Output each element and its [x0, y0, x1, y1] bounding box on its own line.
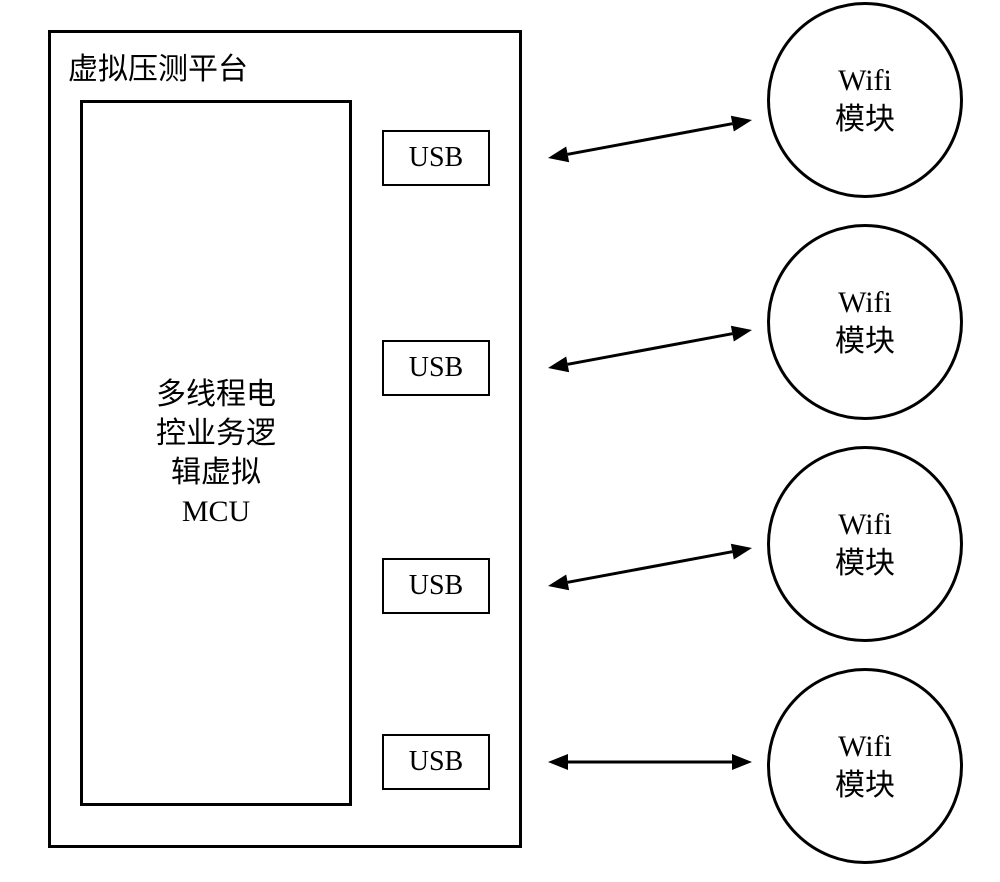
- wifi-label: Wifi 模块: [835, 61, 895, 139]
- usb-port-4: USB: [382, 734, 490, 790]
- wifi-module-3: Wifi 模块: [767, 446, 963, 642]
- usb-label: USB: [409, 140, 463, 176]
- usb-label: USB: [409, 350, 463, 386]
- platform-title: 虚拟压测平台: [68, 44, 248, 88]
- usb-port-1: USB: [382, 130, 490, 186]
- wifi-module-4: Wifi 模块: [767, 668, 963, 864]
- diagram-stage: 虚拟压测平台 多线程电 控业务逻 辑虚拟 MCU USB USB USB USB…: [0, 0, 1000, 882]
- wifi-module-1: Wifi 模块: [767, 2, 963, 198]
- usb-label: USB: [409, 744, 463, 780]
- mcu-label: 多线程电 控业务逻 辑虚拟 MCU: [156, 375, 276, 531]
- wifi-module-2: Wifi 模块: [767, 224, 963, 420]
- usb-port-3: USB: [382, 558, 490, 614]
- usb-port-2: USB: [382, 340, 490, 396]
- wifi-label: Wifi 模块: [835, 505, 895, 583]
- wifi-label: Wifi 模块: [835, 283, 895, 361]
- usb-label: USB: [409, 568, 463, 604]
- wifi-label: Wifi 模块: [835, 727, 895, 805]
- mcu-box: 多线程电 控业务逻 辑虚拟 MCU: [80, 100, 352, 806]
